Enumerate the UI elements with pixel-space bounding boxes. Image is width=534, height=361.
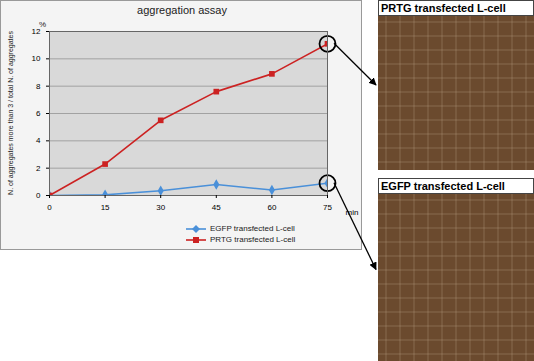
svg-text:8: 8 bbox=[36, 82, 41, 91]
svg-text:45: 45 bbox=[212, 203, 221, 212]
html-text:PRTG transfected L-cell: PRTG transfected L-cell bbox=[210, 235, 296, 244]
html-text:EGFP transfected L-cell: EGFP transfected L-cell bbox=[381, 180, 505, 192]
svg-text:10: 10 bbox=[32, 54, 41, 63]
svg-text:30: 30 bbox=[156, 203, 165, 212]
svg-text:0: 0 bbox=[47, 203, 52, 212]
svg-text:12: 12 bbox=[32, 27, 41, 36]
svg-text:N. of aggregates more than 3 /: N. of aggregates more than 3 / total N. … bbox=[7, 31, 15, 195]
svg-text:%: % bbox=[39, 20, 46, 29]
svg-text:4: 4 bbox=[36, 136, 41, 145]
svg-text:60: 60 bbox=[267, 203, 276, 212]
svg-text:6: 6 bbox=[36, 109, 41, 118]
svg-text:0: 0 bbox=[36, 191, 41, 200]
svg-text:2: 2 bbox=[36, 164, 41, 173]
svg-text:15: 15 bbox=[101, 203, 110, 212]
html-text:PRTG transfected L-cell: PRTG transfected L-cell bbox=[381, 2, 506, 14]
html-text:EGFP transfected L-cell: EGFP transfected L-cell bbox=[210, 224, 295, 233]
svg-text:min: min bbox=[346, 208, 359, 217]
svg-text:75: 75 bbox=[323, 203, 332, 212]
html-text:aggregation assay: aggregation assay bbox=[137, 4, 227, 16]
